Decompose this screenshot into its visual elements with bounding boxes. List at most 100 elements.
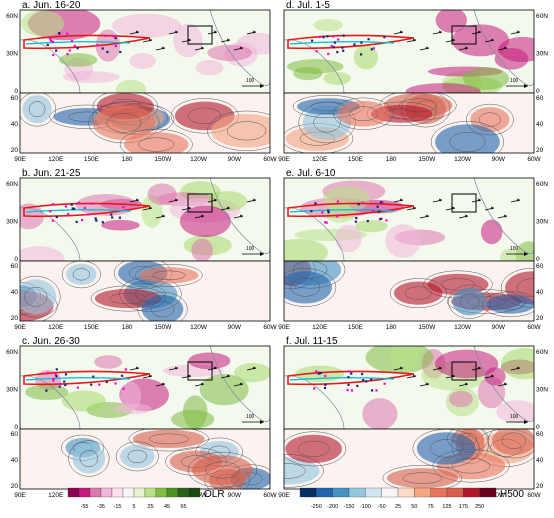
wind-vector-head (504, 214, 507, 218)
significance-dot (98, 383, 101, 386)
significance-dot (383, 382, 386, 385)
h500-anomaly-blob (22, 95, 52, 124)
olr-anomaly-blob (129, 53, 156, 69)
colorbar-tick-label: -15 (114, 504, 122, 510)
wind-vector-head (240, 382, 243, 386)
olr-field (20, 10, 270, 93)
significance-dot (336, 200, 340, 203)
wind-vector-head (136, 30, 139, 34)
lat-tick-label: 60 (11, 95, 19, 102)
colorbar-swatch (100, 487, 113, 498)
significance-dot (319, 371, 322, 375)
significance-dot (64, 205, 68, 208)
h500-contour (135, 263, 203, 287)
reference-vector-label: 100 (246, 246, 255, 252)
significance-dot (357, 203, 360, 206)
wind-vector-head (478, 30, 481, 34)
h500-contour (451, 458, 491, 474)
significance-dot (94, 217, 97, 220)
colorbar-tick-label: -200 (327, 504, 338, 510)
wind-vector-head (227, 374, 230, 378)
wind-vector-head (214, 366, 217, 370)
significance-dot (52, 53, 55, 56)
lat-tick-label: 0 (536, 88, 540, 95)
lat-tick-label: 30N (536, 51, 548, 58)
lon-tick-label: 60W (263, 492, 277, 499)
significance-dot (50, 39, 53, 43)
significance-dot (327, 211, 330, 214)
lat-tick-label: 30N (6, 387, 18, 394)
significance-dot (106, 50, 109, 54)
colorbar-swatch (348, 487, 366, 498)
significance-dot (46, 372, 49, 375)
colorbar-tick-label: 50 (411, 504, 417, 510)
h500-contour (333, 97, 394, 130)
colorbar-tick-label: 250 (475, 504, 484, 510)
lon-tick-label: 120W (454, 156, 472, 163)
panel-title: a. Jun. 16-20 (22, 0, 81, 11)
h500-anomaly-blob (192, 455, 253, 485)
significance-dot (92, 375, 95, 378)
h500-contour (20, 276, 61, 318)
h500-contour (72, 268, 90, 281)
wind-vector-head (214, 198, 217, 202)
h500-contour (402, 472, 443, 484)
panel-title: f. Jul. 11-15 (286, 336, 338, 347)
olr-anomaly-blob (111, 13, 182, 38)
significance-dot (58, 385, 61, 388)
colorbar-tick-label: 5 (132, 504, 135, 510)
h500-contour (127, 449, 148, 464)
olr-anomaly-blob (115, 79, 147, 93)
h500-contour (24, 286, 48, 307)
significance-dot (342, 34, 345, 37)
red-contour (23, 34, 151, 50)
olr-anomaly-blob (501, 347, 534, 380)
significance-dot (330, 45, 333, 48)
reference-vector-label: 100 (510, 78, 519, 84)
lat-tick-label: 20 (536, 147, 544, 154)
significance-dot (66, 53, 69, 56)
wind-vector-head (413, 38, 416, 42)
h500-anomaly-blob (139, 267, 199, 284)
panel-title: b. Jun. 21-25 (22, 168, 81, 179)
significance-dot (55, 368, 58, 371)
olr-anomaly-blob (385, 224, 421, 258)
significance-dot (51, 219, 55, 222)
lat-tick-label: 40 (536, 121, 544, 128)
significance-dot (112, 35, 115, 38)
reference-vector-label: 100 (246, 78, 255, 84)
significance-dot (45, 389, 48, 392)
wind-vector-head (452, 206, 455, 210)
significance-dot (347, 383, 350, 387)
significance-dot (114, 44, 117, 48)
h500-anomaly-blob (337, 100, 390, 127)
olr-anomaly-blob (434, 349, 499, 379)
lon-tick-label: 120E (312, 156, 328, 163)
significance-dot (327, 209, 330, 212)
significance-dot (55, 215, 58, 219)
h500-anomaly-blob (72, 443, 106, 474)
colorbar-tick-label: 125 (442, 504, 451, 510)
coastline (20, 375, 81, 429)
colorbar-tick-label: 25 (147, 504, 153, 510)
significance-dot (378, 218, 381, 221)
lon-tick-label: 90W (228, 156, 242, 163)
panel-e: 100 e. Jul. 6-10 60N 30N 060 40 20 90E 120E 150E 1… (278, 168, 548, 331)
olr-anomaly-blob (362, 398, 398, 429)
significance-dot (122, 387, 125, 390)
coastline (209, 10, 270, 86)
h500-contour (68, 440, 110, 477)
significance-dot (337, 38, 340, 41)
colorbar-swatch (144, 487, 157, 498)
olr-anomaly-blob (323, 185, 370, 212)
significance-dot (366, 219, 369, 223)
significance-dot (54, 373, 57, 376)
panel-title: e. Jul. 6-10 (286, 168, 336, 179)
significance-dot (371, 210, 375, 213)
wind-vector-head (136, 198, 139, 202)
olr-anomaly-blob (207, 44, 252, 62)
h500-anomaly-blob (124, 132, 189, 153)
lon-tick-label: 90E (278, 156, 290, 163)
h500-contour (501, 432, 527, 449)
significance-dot (380, 217, 383, 220)
